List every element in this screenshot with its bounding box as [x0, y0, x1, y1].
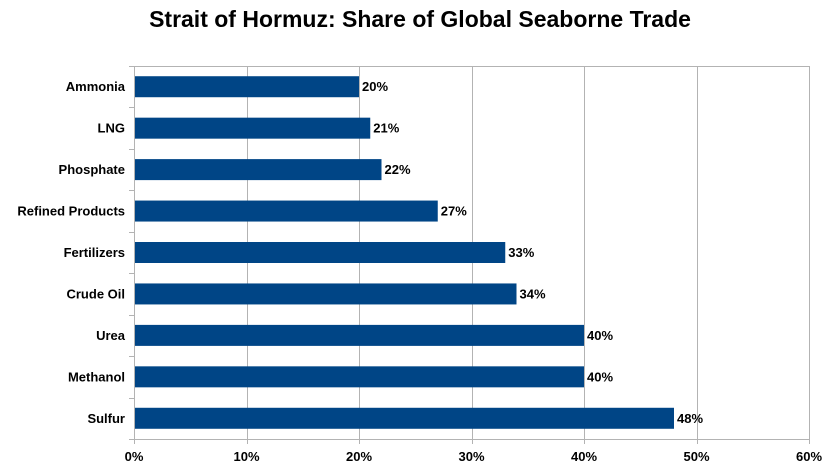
x-tick-label: 10% — [233, 449, 259, 464]
category-label: LNG — [98, 121, 125, 136]
value-label: 22% — [385, 162, 411, 177]
x-tick-label: 20% — [346, 449, 372, 464]
value-label: 40% — [587, 369, 613, 384]
value-label: 20% — [362, 79, 388, 94]
x-tick-label: 50% — [683, 449, 709, 464]
bar — [134, 324, 584, 346]
axes — [129, 66, 810, 444]
category-label: Refined Products — [17, 204, 125, 219]
category-label: Crude Oil — [66, 286, 125, 301]
bars — [134, 76, 674, 429]
category-label: Urea — [96, 328, 126, 343]
bar — [134, 366, 584, 388]
value-label: 21% — [373, 121, 399, 136]
value-label: 48% — [677, 411, 703, 426]
category-label: Phosphate — [59, 162, 125, 177]
x-tick-label: 60% — [796, 449, 822, 464]
bar — [134, 159, 382, 181]
category-label: Sulfur — [87, 411, 125, 426]
x-tick-label: 0% — [125, 449, 144, 464]
chart-title: Strait of Hormuz: Share of Global Seabor… — [149, 6, 691, 32]
value-label: 33% — [508, 245, 534, 260]
x-tick-label: 30% — [458, 449, 484, 464]
bar — [134, 407, 674, 429]
bar — [134, 200, 438, 222]
x-tick-label: 40% — [571, 449, 597, 464]
value-label: 27% — [441, 204, 467, 219]
value-label: 40% — [587, 328, 613, 343]
bar — [134, 76, 359, 98]
bar — [134, 117, 371, 139]
value-label: 34% — [520, 286, 546, 301]
bar — [134, 242, 506, 263]
category-label: Ammonia — [66, 79, 126, 94]
category-label: Fertilizers — [64, 245, 125, 260]
category-label: Methanol — [68, 369, 125, 384]
bar — [134, 283, 517, 305]
labels: 0% 10% 20% 30% 40% 50% 60% Ammonia 20% LNG 21% Phos… — [17, 79, 822, 464]
